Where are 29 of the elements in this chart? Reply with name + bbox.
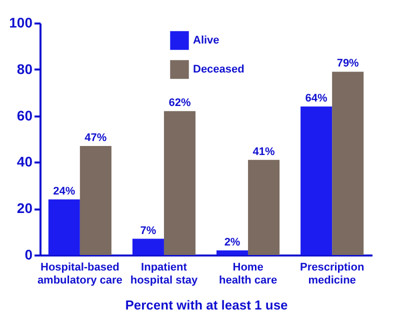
x-tick-label: Inpatient hospital stay [130,262,198,286]
bar [216,250,248,255]
data-label: 2% [224,236,240,248]
y-tick-label: 60 [16,107,33,124]
legend-label: Alive [193,34,220,46]
bar [300,106,332,255]
data-label: 64% [305,92,328,105]
y-tick-label: 100 [9,14,33,30]
y-tick-label: 0 [24,246,33,262]
bar [332,72,364,255]
bar [132,238,164,255]
data-label: 47% [84,132,107,144]
bar [48,199,80,255]
legend-label: Deceased [193,64,244,76]
data-label: 79% [336,58,360,70]
data-label: 7% [140,224,156,237]
bar [248,160,280,255]
y-tick-label: 80 [16,60,33,77]
x-tick-label: Prescription medicine [300,262,364,286]
x-tick-label: Home health care [218,262,278,286]
bar [164,111,196,255]
y-tick-label: 40 [16,154,33,170]
x-tick-label: Hospital-based ambulatory care [37,262,122,286]
bar [80,146,112,255]
data-label: 62% [168,97,191,110]
y-tick-label: 20 [16,200,33,216]
x-axis-title: Percent with at least 1 use [125,298,288,312]
data-label: 41% [252,146,276,158]
data-label: 24% [53,185,76,198]
